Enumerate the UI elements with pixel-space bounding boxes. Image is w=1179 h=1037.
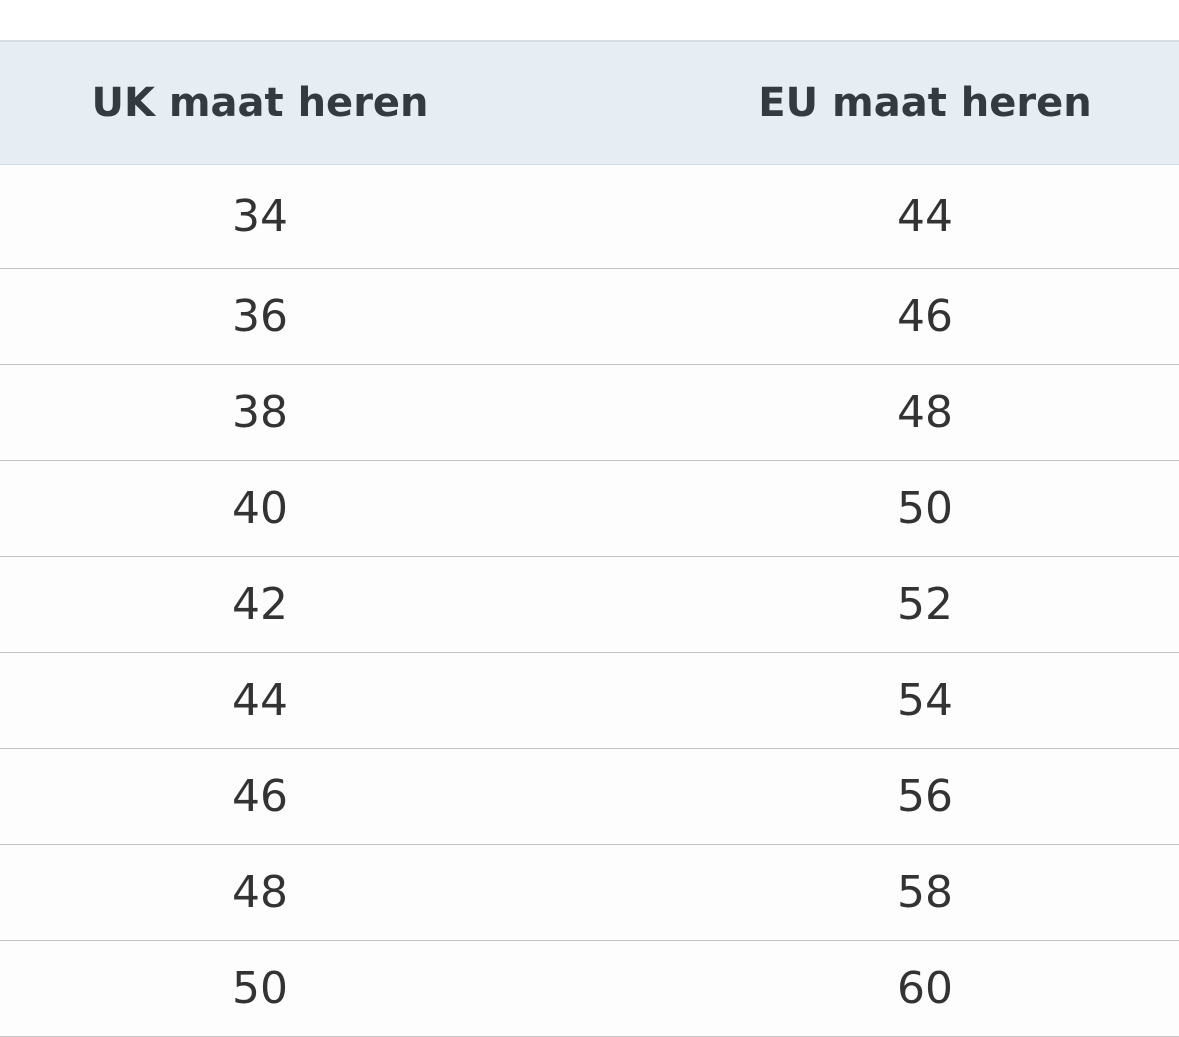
table-row: 40 50 bbox=[0, 461, 1179, 557]
table-row: 34 44 bbox=[0, 165, 1179, 269]
table-row: 36 46 bbox=[0, 269, 1179, 365]
table-cell: 50 bbox=[232, 963, 288, 1014]
table-cell: 42 bbox=[232, 579, 288, 630]
size-table: UK maat heren EU maat heren 34 44 36 46 38 48 40… bbox=[0, 40, 1179, 1037]
table-cell: 34 bbox=[232, 191, 288, 242]
table-cell: 46 bbox=[232, 771, 288, 822]
table-row: 44 54 bbox=[0, 653, 1179, 749]
table-row: 38 48 bbox=[0, 365, 1179, 461]
table-cell: EU maat heren bbox=[758, 80, 1092, 126]
table-row: 50 60 bbox=[0, 941, 1179, 1037]
header-row: UK maat heren EU maat heren bbox=[0, 42, 1179, 165]
table-cell: 40 bbox=[232, 483, 288, 534]
table-row: 42 52 bbox=[0, 557, 1179, 653]
table-cell: 60 bbox=[897, 963, 953, 1014]
table-cell: UK maat heren bbox=[91, 80, 429, 126]
table-cell: 38 bbox=[232, 387, 288, 438]
table-cell: 48 bbox=[897, 387, 953, 438]
table-cell: 36 bbox=[232, 291, 288, 342]
table-cell: 44 bbox=[897, 191, 953, 242]
table-cell: 58 bbox=[897, 867, 953, 918]
table-cell: 50 bbox=[897, 483, 953, 534]
table-cell: 44 bbox=[232, 675, 288, 726]
table-cell: 52 bbox=[897, 579, 953, 630]
table-cell: 48 bbox=[232, 867, 288, 918]
table-cell: 46 bbox=[897, 291, 953, 342]
table-cell: 54 bbox=[897, 675, 953, 726]
table-row: 46 56 bbox=[0, 749, 1179, 845]
table-cell: 56 bbox=[897, 771, 953, 822]
table-row: 48 58 bbox=[0, 845, 1179, 941]
